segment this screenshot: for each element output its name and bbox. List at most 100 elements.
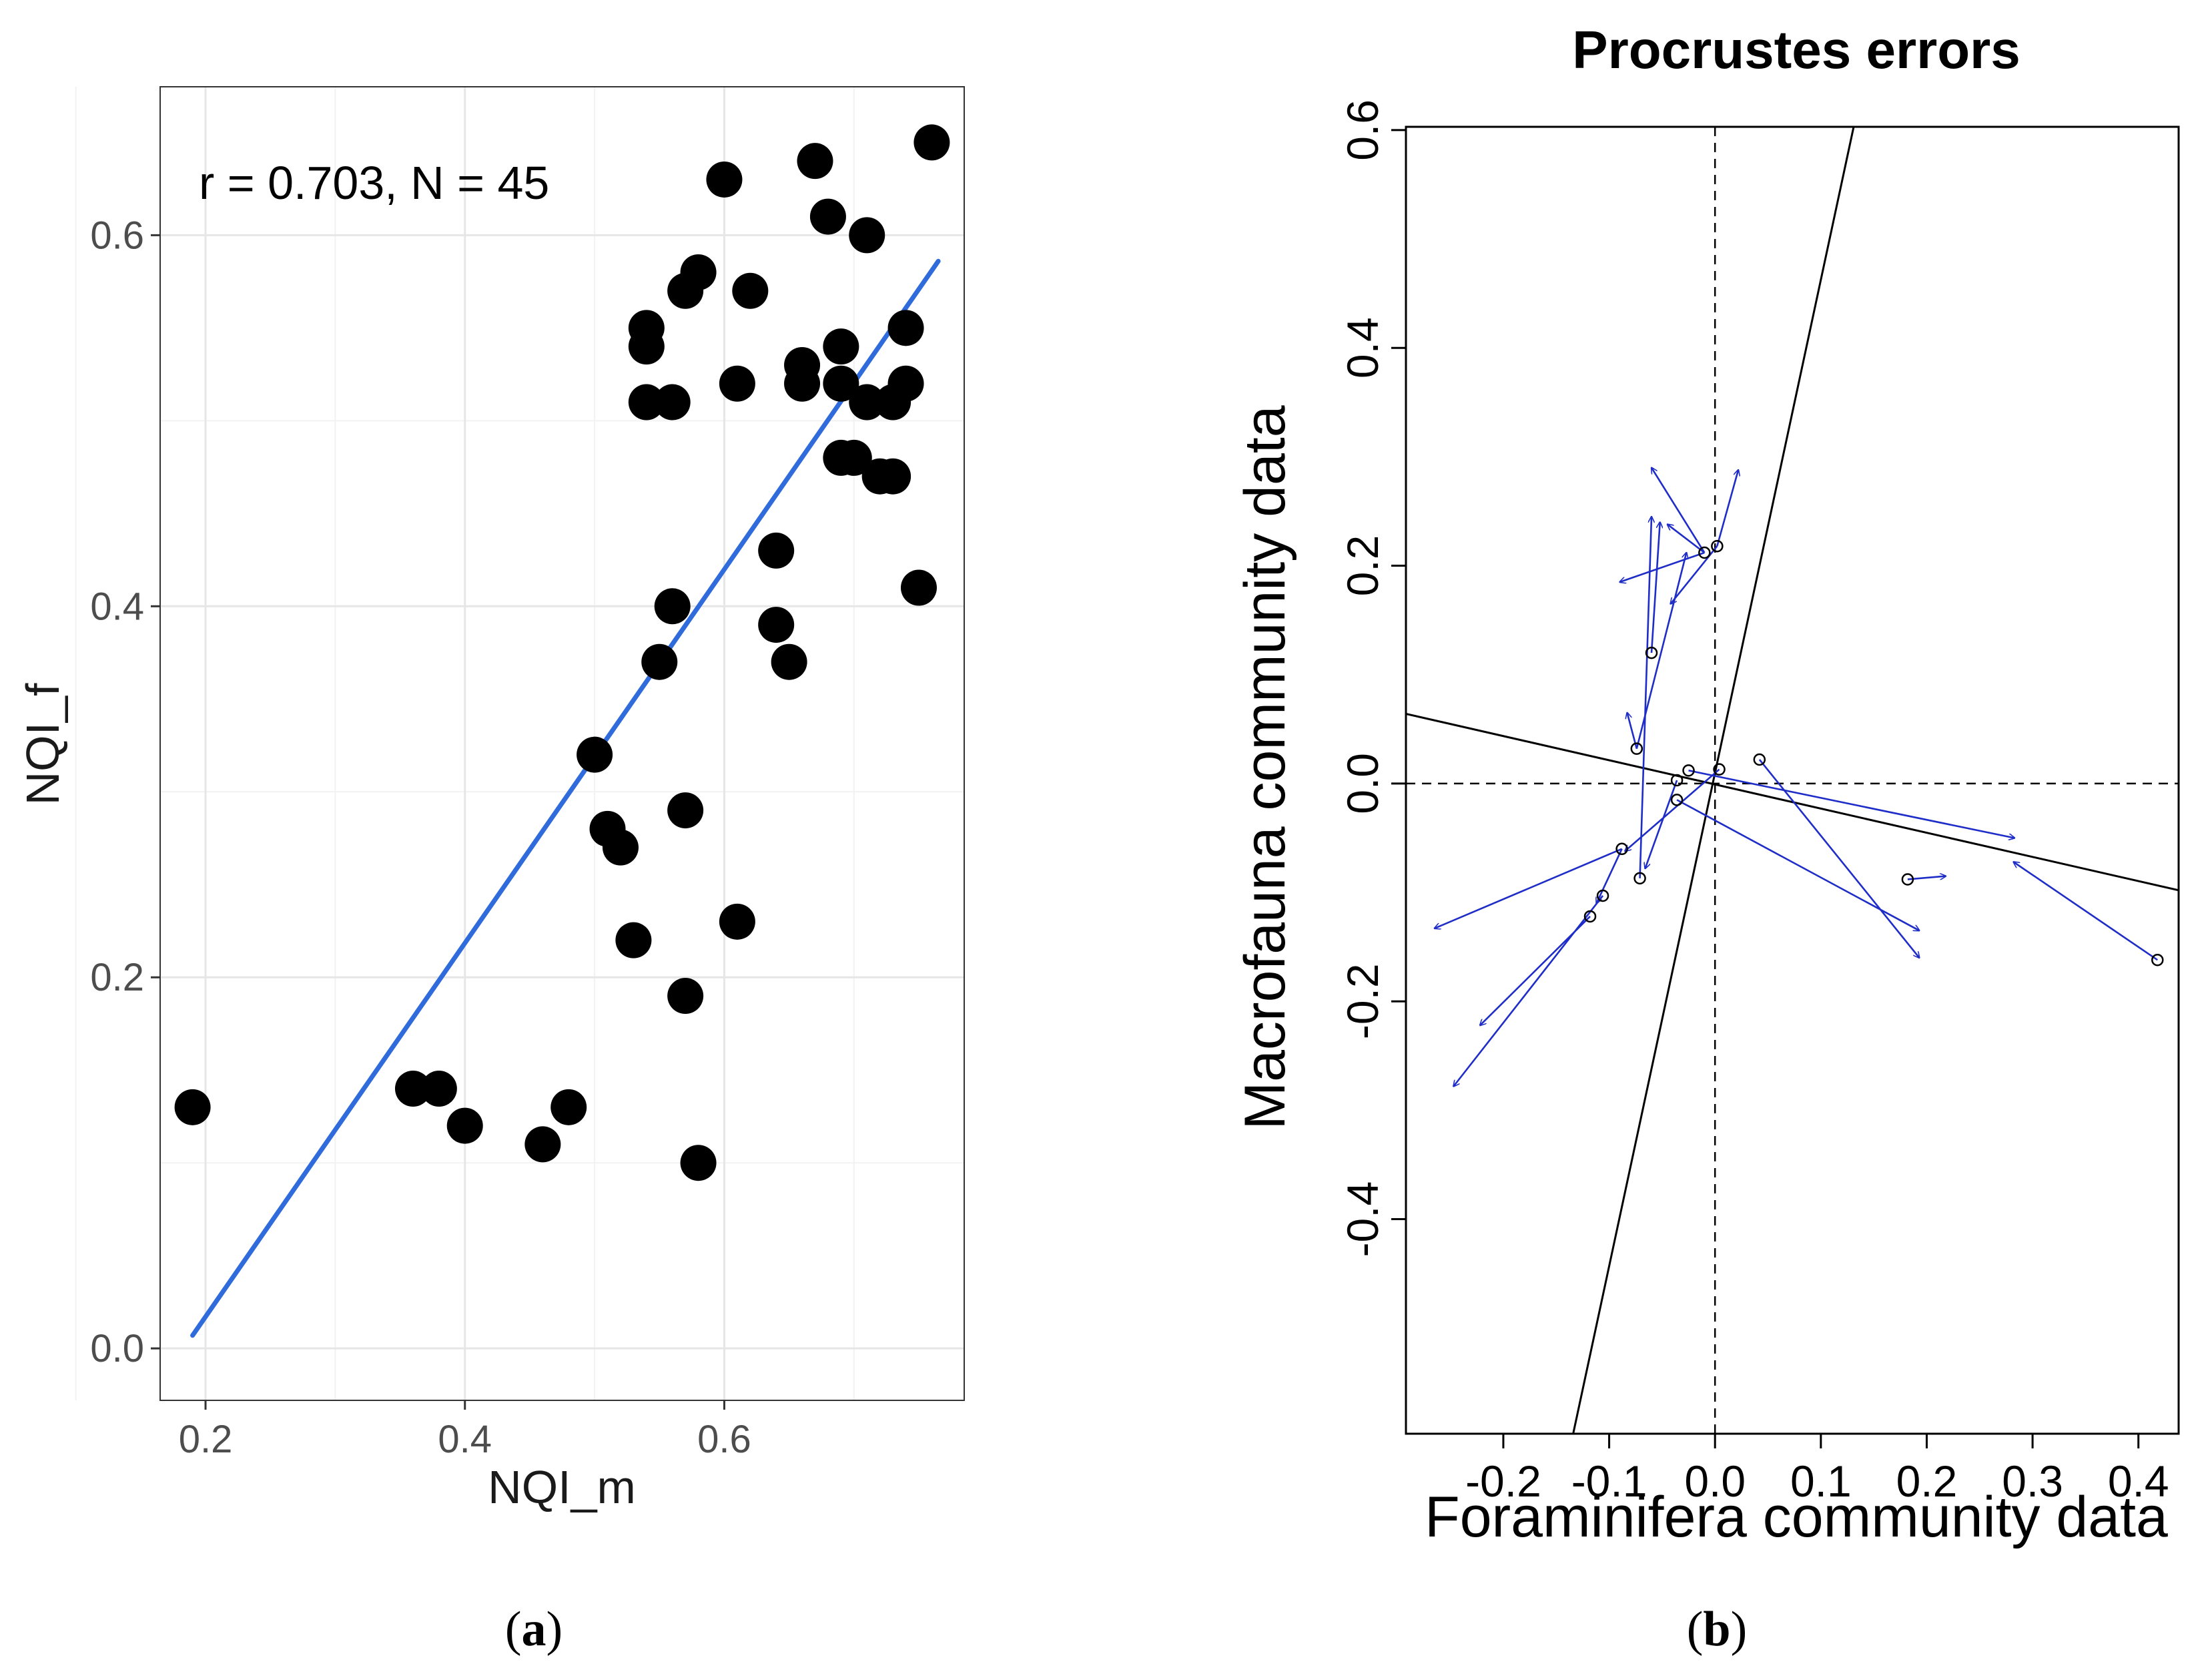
panel-b-site-point — [1901, 873, 1914, 886]
panel-b-site-point — [1670, 774, 1684, 787]
panel-a-fit-line-group — [190, 258, 941, 1338]
panel-a-point — [577, 736, 613, 773]
panel-b-error-arrow — [1907, 876, 1946, 880]
panel-a-y-tick-label: 0.0 — [90, 1327, 144, 1370]
panel-b-title: Procrustes errors — [1572, 20, 2020, 79]
panel-a-label-letter: a — [522, 1602, 546, 1657]
panel-b-error-arrow — [1688, 770, 2015, 838]
panel-b-y-tick-label: 0.4 — [1338, 317, 1387, 378]
panel-b-y-ticks: -0.4 -0.2 0.0 0.2 0.4 0.6 — [1338, 99, 1406, 1257]
panel-a-y-axis-label: NQI_f — [17, 683, 69, 805]
panel-a-point — [667, 978, 704, 1015]
panel-b-procrustes-plot: Procrustes errors -0.2 -0.1 0.0 0.1 0.2 0.3 0.… — [1233, 20, 2180, 1657]
panel-b-site-points — [1583, 539, 2164, 966]
panel-a-point — [524, 1126, 561, 1163]
panel-b-site-point — [1630, 742, 1643, 755]
panel-b-error-arrow — [1668, 525, 1706, 554]
panel-a-point — [654, 384, 691, 421]
panel-a-point — [550, 1089, 587, 1125]
panel-a-point — [758, 607, 795, 643]
panel-a-point — [719, 365, 755, 402]
panel-b-y-tick-label: -0.4 — [1338, 1181, 1387, 1258]
panel-b-x-tick-label: 0.0 — [1684, 1456, 1746, 1506]
panel-a-point — [667, 792, 704, 829]
panel-a-point — [887, 310, 924, 346]
panel-a-point — [797, 143, 833, 180]
panel-a-point — [641, 643, 678, 680]
panel-a-point — [849, 217, 885, 254]
panel-b-error-arrow — [1627, 713, 1638, 750]
panel-b-site-point — [1645, 646, 1658, 659]
panel-a-point — [706, 161, 743, 198]
panel-b-x-tick-label: 0.1 — [1790, 1456, 1852, 1506]
panel-b-label-letter: b — [1703, 1602, 1730, 1657]
panel-a-point — [809, 198, 846, 235]
panel-b-site-point — [1711, 539, 1724, 553]
panel-a-point — [628, 328, 665, 365]
panel-a-point — [602, 829, 639, 866]
panel-b-site-point — [1670, 794, 1684, 806]
panel-b-y-tick-label: 0.0 — [1338, 753, 1387, 814]
panel-a-fit-line — [190, 258, 941, 1338]
panel-b-error-arrow — [1597, 848, 1623, 904]
panel-a-point — [680, 254, 717, 290]
panel-a-point — [680, 1145, 717, 1181]
panel-a-scatter-plot: 0.2 0.4 0.6 0.0 0.2 0.4 0.6 r = 0.703, N = 45… — [17, 86, 965, 1657]
panel-a-y-tick-label: 0.2 — [90, 956, 144, 999]
panel-b-y-tick-label: 0.6 — [1338, 99, 1387, 161]
panel-a-x-tick-label: 0.6 — [697, 1418, 751, 1461]
panel-b-error-arrow — [1453, 895, 1604, 1087]
panel-b-site-point — [1583, 910, 1597, 923]
panel-b-site-point — [2151, 953, 2164, 966]
panel-b-error-arrow — [1676, 799, 1919, 930]
panel-a-point — [758, 532, 795, 569]
panel-a-point — [835, 439, 872, 476]
panel-a-point — [394, 1071, 431, 1107]
panel-b-error-arrow — [1645, 780, 1678, 868]
panel-b-error-arrow — [1716, 470, 1738, 547]
panel-a-point — [875, 458, 911, 495]
panel-a-points — [174, 124, 950, 1181]
panel-a-point — [628, 384, 665, 421]
panel-b-site-point — [1596, 889, 1609, 902]
panel-b-error-arrow — [1639, 517, 1651, 878]
panel-a-y-tick-label: 0.6 — [90, 214, 144, 257]
panel-a-plot-frame — [159, 86, 965, 1401]
panel-a-gridlines — [75, 87, 964, 1400]
panel-b-error-arrow — [1758, 759, 1920, 958]
panel-b-rotation-axis-line — [1406, 713, 2179, 892]
panel-a-annotation: r = 0.703, N = 45 — [199, 157, 549, 209]
panel-a-x-tick-label: 0.2 — [179, 1418, 233, 1461]
panel-a-point — [654, 588, 691, 625]
panel-b-x-tick-label: 0.3 — [2002, 1456, 2063, 1506]
panel-b-error-arrow — [1435, 848, 1623, 928]
panel-b-site-point — [1682, 764, 1695, 777]
panel-b-y-tick-label: -0.2 — [1338, 963, 1387, 1039]
panel-a-x-tick-label: 0.4 — [438, 1418, 492, 1461]
panel-b-x-axis-label: Foraminifera community data — [1425, 1485, 2168, 1549]
panel-b-error-arrow — [2014, 862, 2159, 961]
panel-a-point — [771, 643, 807, 680]
panel-a-label-open: ( — [505, 1602, 522, 1657]
panel-b-label-open: ( — [1687, 1602, 1704, 1657]
panel-b-error-arrow — [1650, 522, 1660, 653]
panel-a-point — [732, 272, 769, 309]
panel-b-label: (b) — [1687, 1602, 1747, 1657]
panel-a-point — [420, 1071, 457, 1107]
panel-b-rotation-axes — [1406, 127, 2179, 1434]
panel-a-point — [900, 569, 937, 606]
panel-a-point — [823, 365, 859, 402]
panel-b-y-tick-label: 0.2 — [1338, 535, 1387, 597]
panel-b-error-arrows — [1435, 468, 2159, 1087]
panel-b-x-tick-label: -0.1 — [1571, 1456, 1647, 1506]
panel-a-point — [887, 365, 924, 402]
panel-b-rotation-axis-line — [1572, 127, 1855, 1434]
panel-a-x-ticks: 0.2 0.4 0.6 — [179, 1400, 751, 1461]
panel-a-label: (a) — [505, 1602, 563, 1657]
panel-b-x-tick-label: 0.2 — [1896, 1456, 1958, 1506]
panel-b-site-point — [1633, 872, 1646, 885]
panel-a-point — [719, 903, 755, 940]
panel-b-label-close: ) — [1731, 1602, 1748, 1657]
panel-b-y-axis-label: Macrofauna community data — [1233, 405, 1297, 1129]
panel-b-site-point — [1698, 546, 1711, 559]
